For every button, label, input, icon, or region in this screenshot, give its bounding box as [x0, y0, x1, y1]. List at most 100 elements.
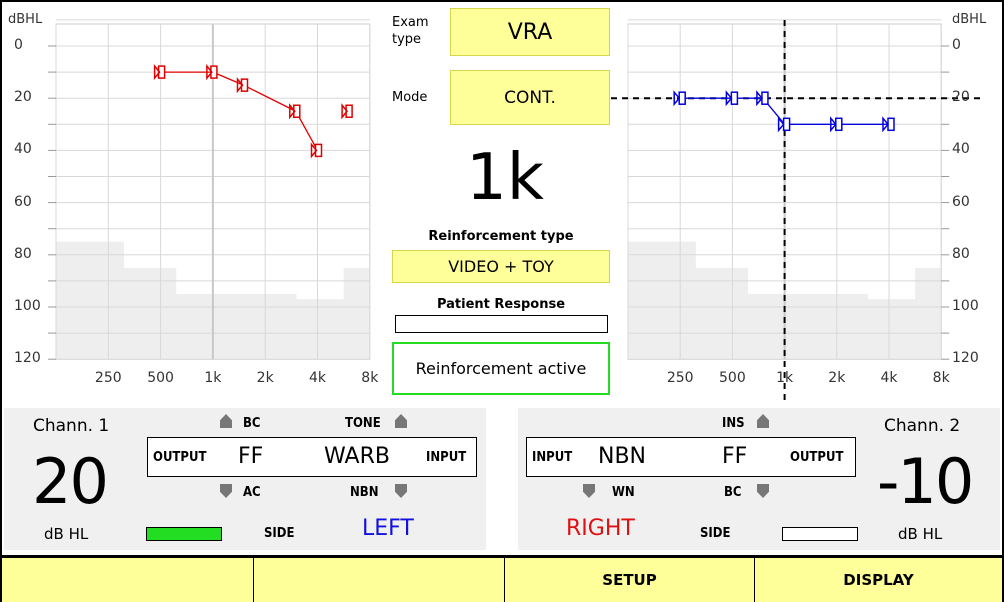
channel1-side-label: SIDE: [264, 526, 295, 541]
ins-up-arrow-icon[interactable]: [757, 414, 769, 428]
right-x-tick-label: 4k: [880, 370, 898, 386]
right-y-tick-label: 0: [952, 37, 961, 53]
left-y-tick-label: 40: [14, 141, 32, 158]
channel2-title: Chann. 2: [884, 416, 961, 436]
left-series-line: [212, 71, 244, 86]
bc-down-arrow-icon[interactable]: [757, 484, 769, 498]
right-threshold-marker: [882, 116, 895, 133]
left-threshold-marker: [153, 64, 166, 81]
channel2-signal-box: [526, 437, 856, 477]
exam-type-label: Exam type: [392, 15, 429, 47]
right-threshold-marker: [725, 90, 739, 107]
reinforcement-status-box: Reinforcement active: [392, 342, 610, 395]
right-y-tick-label: 100: [952, 298, 979, 314]
left-series-line: [243, 84, 297, 112]
channel1-unit: dB HL: [44, 525, 89, 543]
right-threshold-marker: [673, 90, 686, 107]
mode-value: CONT.: [504, 87, 556, 108]
right-threshold-marker: [756, 90, 769, 107]
left-y-tick-label: 20: [14, 89, 32, 106]
right-chart-unit: dBHL: [952, 12, 987, 27]
left-x-tick-label: 500: [147, 370, 174, 386]
right-threshold-marker: [830, 116, 843, 133]
left-y-tick-label: 80: [14, 245, 32, 262]
reinforcement-type-value: VIDEO + TOY: [448, 257, 554, 276]
channel1-side-value[interactable]: LEFT: [362, 516, 414, 541]
reinforcement-type-label: Reinforcement type: [428, 229, 574, 244]
left-x-tick-label: 2k: [256, 370, 274, 386]
channel2-bc-label: BC: [724, 485, 742, 500]
channel1-output-value[interactable]: FF: [238, 444, 264, 469]
channel2-wn-label: WN: [612, 485, 635, 500]
right-x-tick-label: 2k: [828, 370, 846, 386]
channel1-input-label: INPUT: [426, 450, 467, 465]
left-audiogram-plot[interactable]: [0, 0, 380, 400]
channel1-ac-label: AC: [243, 485, 261, 500]
channel1-panel: [4, 408, 486, 550]
channel2-unit: dB HL: [898, 525, 943, 543]
right-y-tick-label: 40: [952, 141, 970, 158]
channel2-side-label: SIDE: [700, 526, 731, 541]
channel1-signal-box: [147, 437, 477, 477]
function-key-1[interactable]: [2, 557, 253, 602]
channel1-output-label: OUTPUT: [153, 450, 207, 465]
left-y-tick-label: 0: [14, 37, 23, 53]
left-threshold-marker: [310, 142, 323, 159]
left-threshold-marker: [341, 103, 353, 120]
right-x-tick-label: 250: [666, 370, 694, 386]
left-x-tick-label: 8k: [361, 370, 379, 386]
reinforcement-status-text: Reinforcement active: [415, 359, 587, 378]
wn-down-arrow-icon[interactable]: [583, 484, 595, 498]
left-threshold-marker: [236, 77, 249, 94]
channel2-input-value[interactable]: NBN: [598, 444, 647, 469]
right-y-tick-label: 80: [952, 245, 970, 262]
exam-type-button[interactable]: VRA: [450, 8, 610, 56]
right-y-tick-label: 60: [952, 193, 970, 210]
channel2-side-indicator: [782, 527, 858, 541]
channel2-input-label: INPUT: [532, 450, 573, 465]
left-threshold-marker: [206, 64, 218, 81]
channel1-title: Chann. 1: [33, 416, 110, 436]
left-x-tick-label: 1k: [204, 370, 222, 386]
tone-up-arrow-icon[interactable]: [395, 414, 407, 428]
left-x-tick-label: 250: [94, 370, 122, 386]
channel1-tone-label: TONE: [345, 416, 381, 431]
patient-response-indicator: [395, 315, 608, 333]
bc-up-arrow-icon[interactable]: [220, 414, 232, 428]
right-audiogram-plot[interactable]: [600, 0, 1004, 400]
frequency-display: 1k: [466, 141, 544, 215]
left-y-tick-label: 60: [14, 193, 32, 210]
left-threshold-marker: [289, 103, 301, 120]
channel2-output-value[interactable]: FF: [722, 444, 748, 469]
ac-down-arrow-icon[interactable]: [220, 484, 232, 498]
right-x-tick-label: 500: [719, 370, 746, 386]
patient-response-label: Patient Response: [436, 297, 566, 312]
right-y-tick-label: 20: [952, 89, 970, 106]
display-button-label: DISPLAY: [843, 571, 914, 589]
right-threshold-marker: [777, 116, 791, 133]
left-x-tick-label: 4k: [308, 370, 327, 386]
left-chart-unit: dBHL: [8, 12, 43, 27]
setup-button[interactable]: SETUP: [504, 557, 754, 602]
channel2-ins-label: INS: [722, 416, 745, 431]
channel1-bc-label: BC: [243, 416, 261, 431]
channel2-side-value[interactable]: RIGHT: [566, 516, 635, 541]
exam-type-value: VRA: [507, 19, 553, 45]
channel1-side-indicator: [146, 527, 222, 541]
function-bar-divider: [2, 555, 1002, 557]
channel1-level: 20: [32, 445, 109, 518]
nbn-down-arrow-icon[interactable]: [395, 484, 407, 498]
right-y-tick-label: 120: [952, 350, 979, 367]
channel1-input-value[interactable]: WARB: [324, 444, 390, 469]
mode-label: Mode: [392, 90, 428, 105]
right-x-tick-label: 8k: [932, 370, 950, 386]
reinforcement-type-button[interactable]: VIDEO + TOY: [392, 250, 610, 283]
channel2-panel: [518, 408, 1000, 550]
setup-button-label: SETUP: [602, 571, 657, 589]
channel1-nbn-label: NBN: [350, 485, 379, 500]
right-x-tick-label: 1k: [776, 370, 794, 386]
mode-button[interactable]: CONT.: [450, 70, 610, 125]
function-key-2[interactable]: [253, 557, 504, 602]
left-y-tick-label: 120: [14, 350, 41, 367]
display-button[interactable]: DISPLAY: [754, 557, 1002, 602]
